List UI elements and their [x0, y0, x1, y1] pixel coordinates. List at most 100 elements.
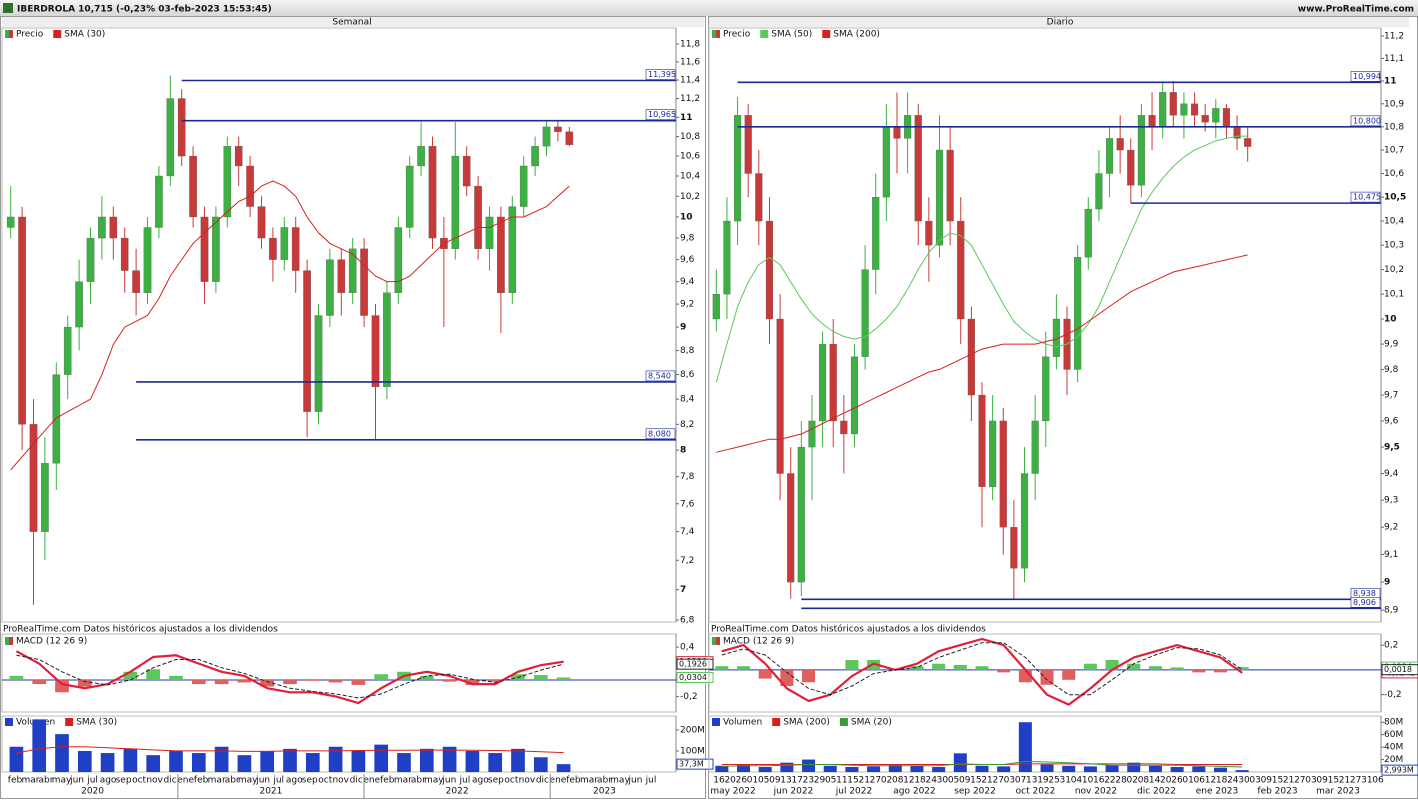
- candle-body: [1084, 208, 1092, 258]
- x-year-label: 2023: [593, 787, 616, 797]
- candle-body: [63, 326, 72, 375]
- histogram-bar: [419, 675, 434, 680]
- header-title: IBERDROLA 10,715 (-0,23% 03-feb-2023 15:…: [17, 5, 272, 15]
- candle-body: [98, 216, 106, 239]
- y-tick-label: 20M: [1384, 755, 1403, 765]
- volume-bar: [146, 755, 161, 772]
- y-tick-label: 9,1: [1384, 550, 1398, 560]
- candle-body: [451, 155, 460, 249]
- histogram-bar: [465, 679, 480, 685]
- y-tick-label: 9,4: [680, 277, 695, 287]
- x-day-label: 21: [1339, 776, 1350, 786]
- y-tick-label: 9,5: [1384, 443, 1400, 453]
- y-tick-label: 10,1: [1384, 290, 1404, 300]
- candle-body: [326, 259, 334, 316]
- y-tick-label: 8,2: [680, 420, 694, 430]
- x-day-label: 22: [1104, 776, 1115, 786]
- y-tick-label: 10,9: [1384, 99, 1404, 109]
- y-tick-label: 10,8: [680, 132, 700, 142]
- x-day-label: 05: [758, 776, 769, 786]
- candle-body: [6, 216, 15, 228]
- x-month-label: feb: [194, 776, 209, 786]
- candle-body: [946, 149, 954, 222]
- x-day-label: 12: [903, 776, 914, 786]
- y-tick-label: 10,7: [1384, 146, 1404, 156]
- x-day-label: 31: [1361, 776, 1372, 786]
- x-day-label: 31: [1060, 776, 1071, 786]
- candle-body: [554, 126, 562, 132]
- histogram-bar: [488, 679, 503, 682]
- candle-body: [925, 220, 933, 246]
- volume-bar: [533, 757, 548, 772]
- level-tag: [1350, 597, 1381, 608]
- y-tick-label: 9,8: [1384, 365, 1399, 375]
- histogram-bar: [32, 679, 47, 685]
- header-site[interactable]: www.ProRealTime.com: [1298, 5, 1414, 15]
- x-day-label: 03: [1249, 776, 1260, 786]
- x-month-label: jul: [458, 776, 470, 786]
- y-tick-label: 10: [1384, 314, 1397, 324]
- candle-body: [177, 98, 186, 157]
- y-tick-label: 7,8: [680, 472, 695, 482]
- panel-note: ProRealTime.com Datos históricos ajustad…: [3, 624, 278, 635]
- candle-body: [1105, 138, 1114, 174]
- x-day-label: 02: [881, 776, 892, 786]
- level-label: 8,938: [1353, 589, 1376, 598]
- x-month-label: abr: [225, 776, 240, 786]
- candle-body: [1190, 103, 1199, 116]
- level-tag: [1350, 71, 1381, 82]
- candle-body: [508, 206, 517, 293]
- volume-bar: [1148, 765, 1162, 772]
- x-month-label: oct 2022: [1016, 787, 1056, 797]
- volume-bar: [351, 750, 366, 772]
- histogram-bar: [1105, 660, 1119, 670]
- candle-body: [360, 248, 368, 316]
- y-tick-label: 0,2: [1384, 641, 1398, 651]
- y-tick-label: 11: [680, 113, 693, 123]
- legend-label: Precio: [16, 30, 44, 40]
- candle-body: [497, 216, 505, 293]
- y-tick-label: 10,4: [1384, 217, 1404, 227]
- x-month-label: feb: [8, 776, 23, 786]
- histogram-bar: [802, 669, 816, 683]
- x-day-label: 15: [970, 776, 981, 786]
- candle-body: [861, 269, 869, 357]
- x-day-label: 07: [1015, 776, 1026, 786]
- y-tick-label: 9,8: [680, 234, 695, 244]
- y-tick-label: 9,2: [680, 300, 694, 310]
- x-day-label: 13: [780, 776, 791, 786]
- candle-body: [474, 185, 482, 249]
- legend-swatch: [5, 718, 13, 726]
- volume-bar: [845, 767, 859, 772]
- histogram-bar: [556, 677, 571, 680]
- histogram-bar: [715, 666, 729, 670]
- x-day-label: 30: [1238, 776, 1250, 786]
- x-day-label: 26: [1171, 776, 1183, 786]
- x-month-label: ago: [472, 776, 489, 786]
- y-tick-label: 10,8: [1384, 122, 1404, 132]
- candle-body: [734, 115, 742, 222]
- level-tag: [1350, 191, 1381, 203]
- legend-swatch: [9, 637, 13, 645]
- level-label: 10,800: [1353, 116, 1381, 125]
- candle-body: [935, 149, 944, 246]
- legend-label: MACD (12 26 9): [16, 637, 87, 647]
- candle-body: [200, 216, 209, 282]
- line-series: [16, 654, 564, 699]
- histogram-bar: [975, 666, 989, 670]
- candle-body: [337, 259, 346, 293]
- legend-swatch: [716, 637, 720, 645]
- histogram-bar: [533, 675, 548, 680]
- y-tick-label: 11: [1384, 76, 1397, 86]
- volume-bar: [260, 750, 275, 772]
- y-tick-label: 7,2: [680, 556, 694, 566]
- histogram-bar: [758, 669, 772, 679]
- value-tag-label: 0,0018: [1384, 665, 1412, 674]
- x-month-label: may: [238, 776, 258, 786]
- x-day-label: 16: [1093, 776, 1105, 786]
- x-day-label: 01: [1182, 776, 1193, 786]
- candle-body: [314, 315, 323, 412]
- volume-bar: [556, 764, 571, 772]
- candle-body: [531, 146, 539, 167]
- histogram-bar: [1148, 666, 1162, 670]
